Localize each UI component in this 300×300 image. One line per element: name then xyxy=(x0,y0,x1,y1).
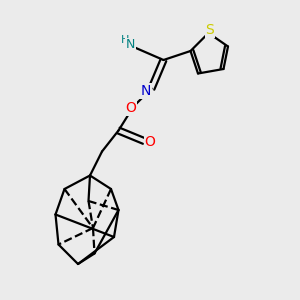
Text: H: H xyxy=(121,34,129,45)
Text: O: O xyxy=(125,101,136,115)
Text: S: S xyxy=(206,23,214,37)
Text: O: O xyxy=(145,136,155,149)
Text: N: N xyxy=(140,84,151,98)
Text: N: N xyxy=(126,38,135,52)
